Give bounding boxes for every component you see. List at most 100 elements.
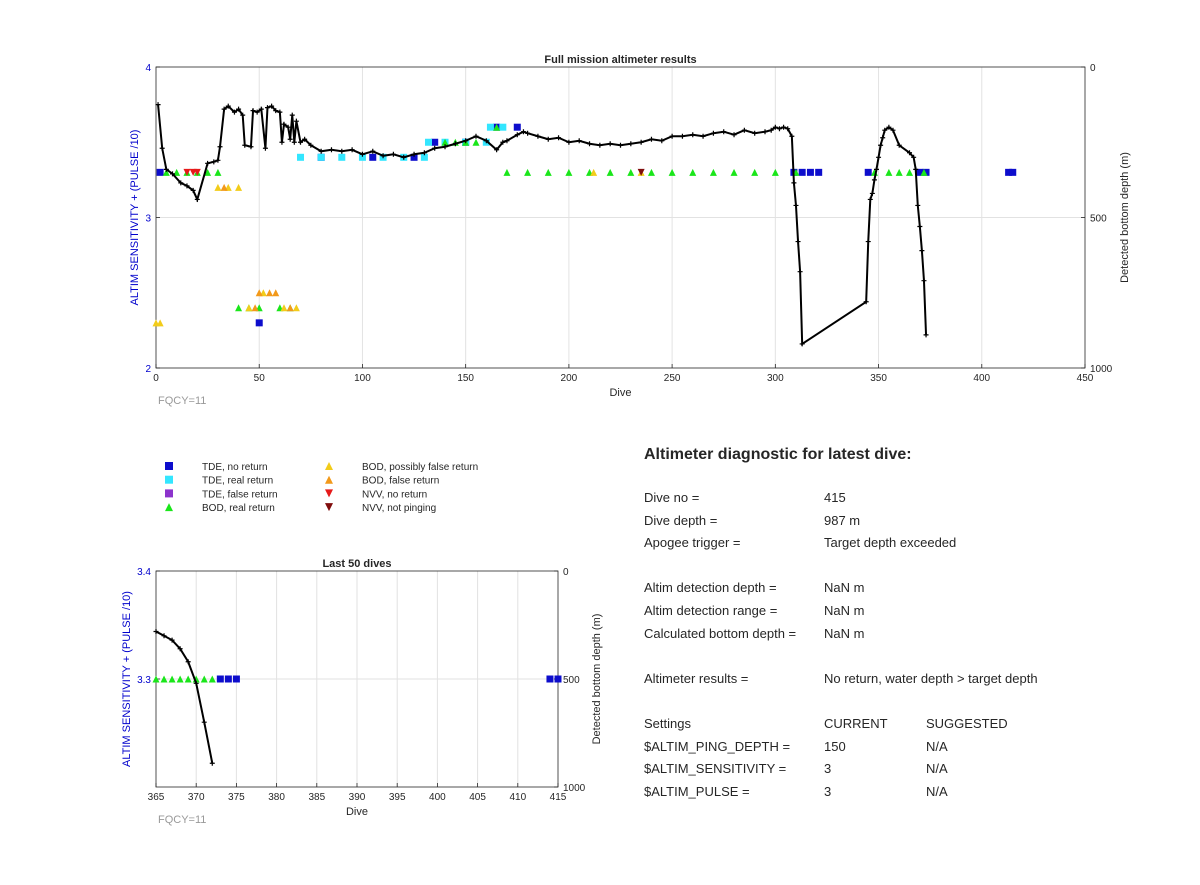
recent-ytick-label: 3.4 — [137, 567, 151, 578]
results-row: Altimeter results = No return, water dept… — [644, 671, 1164, 694]
main-bottom-depth-point — [411, 151, 417, 157]
recent-bottom-depth-point — [201, 719, 207, 725]
recent-xtick-label: 375 — [228, 792, 245, 803]
main-marker — [637, 168, 645, 176]
main-bottom-depth-point — [293, 118, 299, 124]
main-marker — [272, 289, 280, 297]
main-bottom-depth-point — [566, 139, 572, 145]
main-bottom-depth-point — [500, 139, 506, 145]
main-bottom-depth-point — [349, 147, 355, 153]
main-bottom-depth-point — [273, 108, 279, 114]
main-bottom-depth-point — [785, 126, 791, 132]
main-marker — [798, 168, 806, 176]
main-bottom-depth-point — [242, 142, 248, 148]
main-marker — [920, 168, 928, 176]
recent-bottom-depth-line — [155, 630, 214, 764]
main-bottom-depth-point — [483, 138, 489, 144]
legend-label: NVV, no return — [362, 489, 427, 500]
ping-depth-label: $ALTIM_PING_DEPTH = — [644, 738, 791, 754]
main-xtick-label: 350 — [870, 373, 887, 384]
main-bottom-depth-point — [504, 138, 510, 144]
main-marker — [338, 153, 346, 161]
main-bottom-depth-point — [194, 196, 200, 202]
main-marker — [266, 289, 274, 297]
main-bottom-depth-point — [638, 139, 644, 145]
recent-marker — [152, 675, 160, 683]
recent-xlabel: Dive — [346, 806, 368, 818]
recent-marker — [184, 675, 192, 683]
main-annotation: FQCY=11 — [158, 395, 206, 407]
main-bottom-depth-point — [159, 145, 165, 151]
main-marker — [472, 138, 480, 146]
main-marker — [193, 168, 201, 176]
main-ytick-label: 2 — [145, 364, 151, 375]
main-bottom-depth-point — [863, 299, 869, 305]
main-bottom-depth-point — [217, 144, 223, 150]
main-bottom-depth-point — [328, 147, 334, 153]
legend-label: TDE, real return — [202, 476, 273, 487]
main-marker — [425, 138, 433, 146]
legend-marker — [325, 489, 333, 498]
main-bottom-depth-point — [535, 133, 541, 139]
main-marker — [162, 168, 170, 176]
recent-bottom-depth-point — [185, 659, 191, 665]
main-marker — [420, 153, 428, 161]
pulse-label: $ALTIM_PULSE = — [644, 783, 750, 799]
main-bottom-depth-point — [287, 136, 293, 142]
main-bottom-depth-point — [923, 332, 929, 338]
main-bottom-depth-point — [190, 187, 196, 193]
main-bottom-depth-point — [556, 135, 562, 141]
legend-marker — [325, 475, 333, 484]
main-marker — [916, 168, 924, 176]
main-bottom-depth-point — [772, 124, 778, 130]
recent-y2tick-label: 0 — [563, 567, 569, 578]
current-header: CURRENT — [824, 715, 888, 731]
recent-bottom-depth-point — [153, 628, 159, 634]
legend-label: TDE, no return — [202, 462, 268, 473]
main-marker — [606, 168, 614, 176]
main-bottom-depth-point — [710, 130, 716, 136]
main-bottom-depth-point — [514, 132, 520, 138]
main-xtick-label: 0 — [153, 373, 159, 384]
main-bottom-depth-point — [494, 147, 500, 153]
main-bottom-depth-point — [659, 138, 665, 144]
main-bottom-depth-point — [205, 160, 211, 166]
dive-depth-row: Dive depth = 987 m — [644, 513, 1164, 536]
legend-marker — [325, 462, 333, 470]
main-bottom-depth-point — [911, 154, 917, 160]
pulse-row: $ALTIM_PULSE = 3 N/A — [644, 784, 1164, 807]
main-xtick-label: 150 — [457, 373, 474, 384]
main-marker — [235, 304, 243, 312]
main-bottom-depth-point — [618, 142, 623, 148]
main-bottom-depth-point — [370, 148, 376, 154]
recent-ylabel: ALTIM SENSITIVITY + (PULSE /10) — [121, 591, 133, 767]
main-bottom-depth-point — [231, 109, 237, 115]
main-bottom-depth-point — [669, 133, 675, 139]
recent-bottom-depth-point — [193, 680, 199, 686]
settings-header-row: Settings CURRENT SUGGESTED — [644, 716, 1164, 739]
main-marker — [544, 168, 552, 176]
dive-depth-value: 987 m — [824, 512, 861, 528]
settings-label: Settings — [644, 715, 691, 731]
main-marker — [730, 168, 738, 176]
main-bottom-depth-point — [452, 141, 458, 147]
recent-xtick-label: 385 — [308, 792, 325, 803]
det-range-row: Altim detection range = NaN m — [644, 603, 1164, 626]
legend-marker — [165, 503, 173, 512]
suggested-header: SUGGESTED — [926, 715, 1008, 731]
main-marker — [689, 168, 697, 176]
dive-no-label: Dive no = — [644, 490, 700, 505]
dive-no-value: 415 — [824, 490, 846, 505]
main-marker — [156, 319, 164, 327]
main-marker — [885, 168, 893, 176]
main-marker — [771, 168, 779, 176]
main-bottom-depth-point — [277, 109, 283, 115]
main-bottom-depth-point — [473, 133, 479, 139]
main-marker — [815, 168, 823, 176]
main-bottom-depth-point — [690, 132, 696, 138]
main-bottom-depth-point — [250, 108, 256, 114]
main-bottom-depth-point — [700, 133, 706, 139]
main-bottom-depth-point — [289, 112, 295, 118]
recent-marker — [554, 675, 562, 683]
